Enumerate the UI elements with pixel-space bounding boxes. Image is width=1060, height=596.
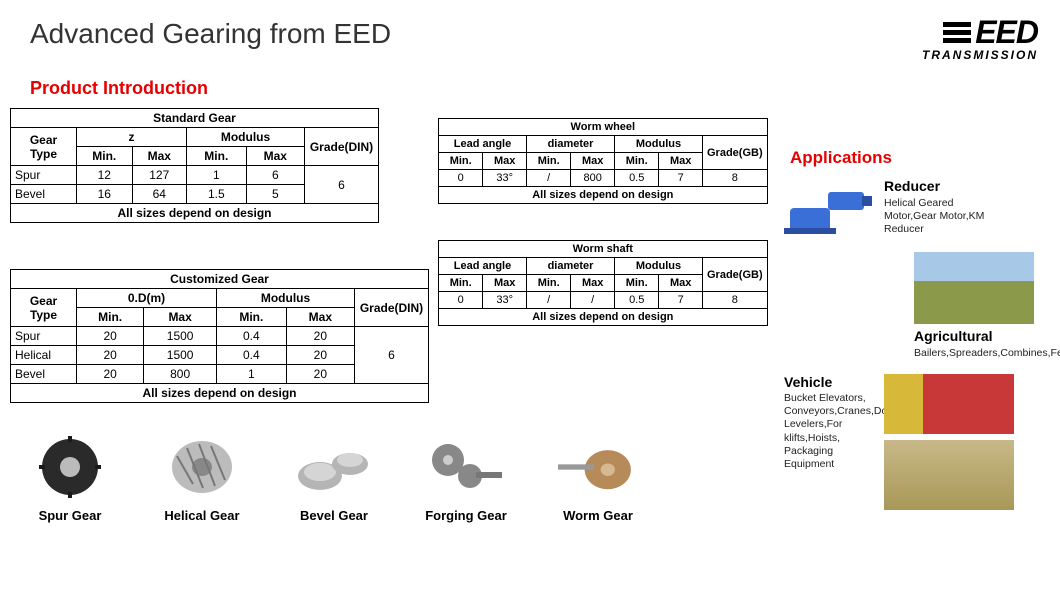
- reducer-image: [784, 178, 874, 238]
- tables-right-group: Worm wheel Lead angle diameter Modulus G…: [438, 118, 768, 326]
- agricultural-image: [914, 252, 1034, 324]
- customized-gear-title: Customized Gear: [11, 270, 429, 289]
- col-lead: Lead angle: [439, 136, 527, 153]
- worm-wheel-table: Worm wheel Lead angle diameter Modulus G…: [438, 118, 768, 204]
- app-title: Agricultural: [914, 328, 1044, 346]
- col-diameter: diameter: [527, 258, 615, 275]
- standard-gear-table: Standard Gear Gear Type z Modulus Grade(…: [10, 108, 379, 223]
- bevel-gear-icon: [294, 432, 374, 502]
- tables-left-group: Standard Gear Gear Type z Modulus Grade(…: [10, 108, 429, 403]
- col-diameter: diameter: [527, 136, 615, 153]
- page-title: Advanced Gearing from EED: [30, 18, 391, 50]
- helical-gear-icon: [162, 432, 242, 502]
- forging-gear-icon: [426, 432, 506, 502]
- gear-label: Forging Gear: [416, 508, 516, 523]
- customized-gear-table: Customized Gear Gear Type 0.D(m) Modulus…: [10, 269, 429, 403]
- table-row: 0 33° / 800 0.5 7 8: [439, 170, 768, 187]
- app-desc: Bailers,Spreaders,Combines,Fertilizers,H…: [914, 347, 1044, 360]
- col-grade: Grade(GB): [703, 258, 768, 292]
- table-row: 0 33° / / 0.5 7 8: [439, 292, 768, 309]
- applications-column: Reducer Helical Geared Motor,Gear Motor,…: [784, 178, 1044, 524]
- app-title: Reducer: [884, 178, 1006, 196]
- col-modulus: Modulus: [615, 258, 703, 275]
- gear-types-row: Spur Gear Helical Gear Bevel Gear Forgin…: [20, 432, 648, 523]
- customized-note: All sizes depend on design: [11, 384, 429, 403]
- spur-gear-icon: [30, 432, 110, 502]
- worm-gear-icon: [558, 432, 638, 502]
- logo-brand-text: EED: [975, 20, 1038, 46]
- standard-note: All sizes depend on design: [11, 204, 379, 223]
- worm-shaft-table: Worm shaft Lead angle diameter Modulus G…: [438, 240, 768, 326]
- vehicle-image-1: [884, 374, 1014, 434]
- worm-wheel-title: Worm wheel: [439, 119, 768, 136]
- gear-item-worm: Worm Gear: [548, 432, 648, 523]
- product-introduction-heading: Product Introduction: [30, 78, 208, 99]
- logo-sub-text: TRANSMISSION: [922, 48, 1038, 62]
- col-od: 0.D(m): [77, 289, 217, 308]
- col-modulus: Modulus: [187, 128, 305, 147]
- gear-item-spur: Spur Gear: [20, 432, 120, 523]
- col-geartype: Gear Type: [11, 289, 77, 327]
- gear-label: Worm Gear: [548, 508, 648, 523]
- gear-item-helical: Helical Gear: [152, 432, 252, 523]
- gear-label: Spur Gear: [20, 508, 120, 523]
- col-z: z: [77, 128, 187, 147]
- col-lead: Lead angle: [439, 258, 527, 275]
- gear-item-bevel: Bevel Gear: [284, 432, 384, 523]
- wormshaft-note: All sizes depend on design: [439, 309, 768, 326]
- wormwheel-note: All sizes depend on design: [439, 187, 768, 204]
- gear-label: Bevel Gear: [284, 508, 384, 523]
- standard-gear-title: Standard Gear: [11, 109, 379, 128]
- col-grade: Grade(GB): [703, 136, 768, 170]
- worm-shaft-title: Worm shaft: [439, 241, 768, 258]
- vehicle-image-2: [884, 440, 1014, 510]
- gear-label: Helical Gear: [152, 508, 252, 523]
- table-row: Spur 20 1500 0.4 20 6: [11, 327, 429, 346]
- col-grade: Grade(DIN): [305, 128, 379, 166]
- applications-heading: Applications: [790, 148, 892, 168]
- app-agricultural: Agricultural Bailers,Spreaders,Combines,…: [914, 252, 1044, 360]
- table-row: Spur 12 127 1 6 6: [11, 166, 379, 185]
- brand-logo: EED TRANSMISSION: [922, 20, 1038, 62]
- app-title: Vehicle: [784, 374, 874, 392]
- col-geartype: Gear Type: [11, 128, 77, 166]
- app-reducer: Reducer Helical Geared Motor,Gear Motor,…: [784, 178, 1044, 238]
- app-desc: Bucket Elevators, Conveyors,Cranes,Dock …: [784, 392, 874, 471]
- col-grade: Grade(DIN): [355, 289, 429, 327]
- logo-bars-icon: [943, 22, 971, 43]
- gear-item-forging: Forging Gear: [416, 432, 516, 523]
- app-vehicle: Vehicle Bucket Elevators, Conveyors,Cran…: [784, 374, 1044, 510]
- col-modulus: Modulus: [217, 289, 355, 308]
- col-modulus: Modulus: [615, 136, 703, 153]
- app-desc: Helical Geared Motor,Gear Motor,KM Reduc…: [884, 197, 1006, 236]
